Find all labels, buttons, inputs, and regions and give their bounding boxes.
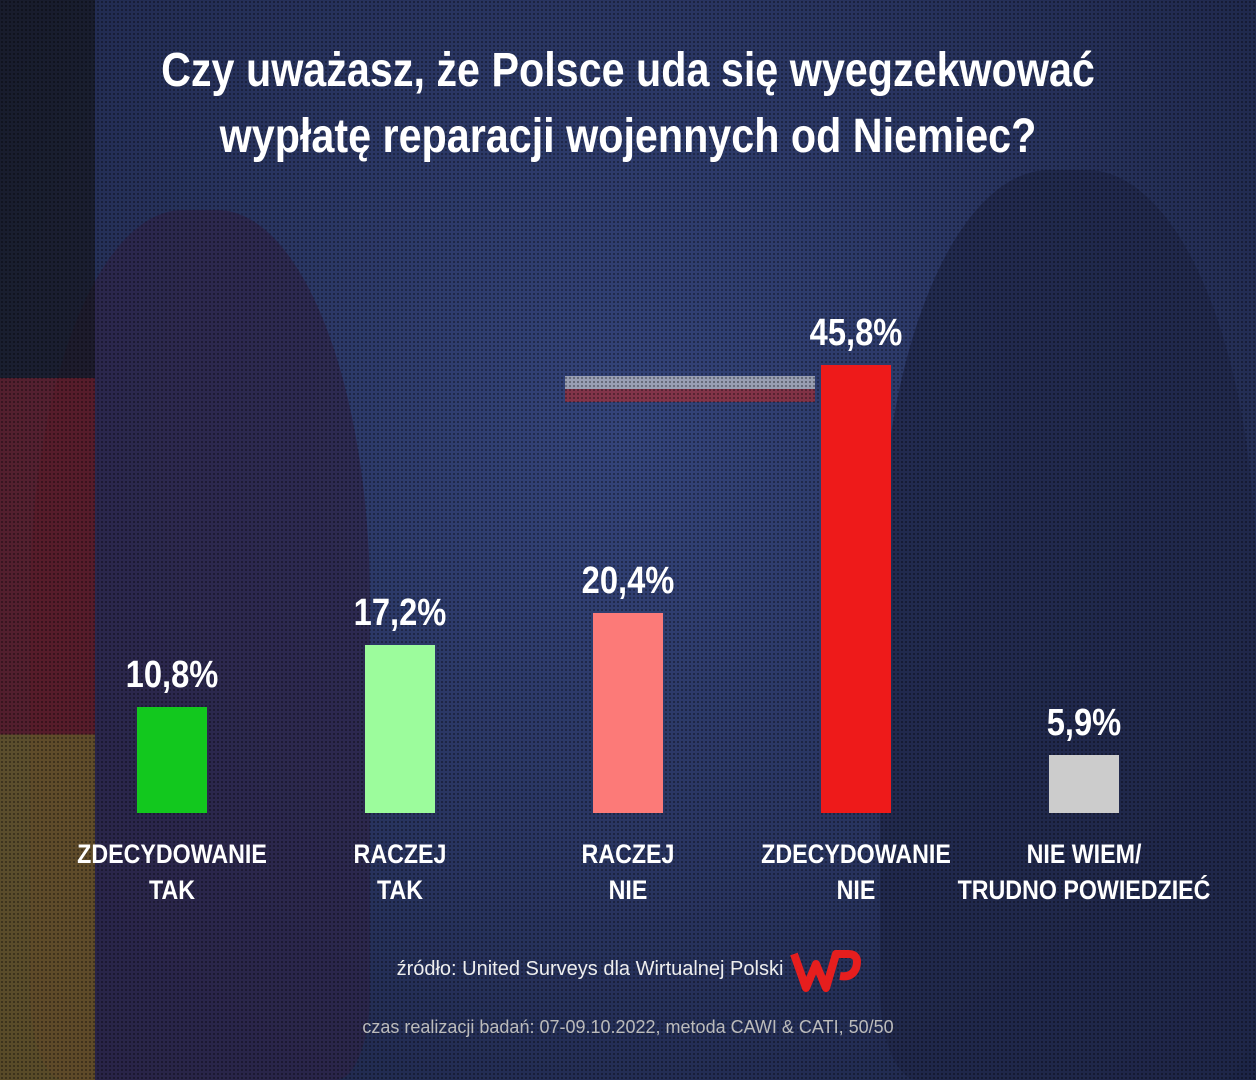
background-photo bbox=[880, 170, 1256, 1080]
category-label: ZDECYDOWANIE TAK bbox=[77, 839, 267, 905]
background-flag bbox=[0, 0, 95, 1080]
bar bbox=[365, 644, 435, 813]
background-stripe bbox=[565, 376, 815, 402]
bar bbox=[821, 365, 891, 813]
value-label: 20,4% bbox=[581, 560, 675, 603]
chart-title: Czy uważasz, że Polsce uda się wyegzekwo… bbox=[161, 44, 1095, 163]
category-label: ZDECYDOWANIE NIE bbox=[761, 839, 951, 905]
category-label: RACZEJ TAK bbox=[353, 839, 447, 905]
bar bbox=[137, 707, 207, 813]
bar bbox=[593, 613, 663, 813]
value-label: 5,9% bbox=[1046, 702, 1122, 745]
bar bbox=[1049, 755, 1119, 813]
category-label: RACZEJ NIE bbox=[581, 839, 675, 905]
category-label: NIE WIEM/ TRUDNO POWIEDZIEĆ bbox=[957, 839, 1211, 905]
footnote: czas realizacji badań: 07-09.10.2022, me… bbox=[362, 1017, 894, 1037]
value-label: 10,8% bbox=[125, 654, 219, 697]
source: źródło: United Surveys dla Wirtualnej Po… bbox=[396, 958, 784, 980]
value-label: 45,8% bbox=[809, 312, 903, 355]
value-label: 17,2% bbox=[353, 591, 447, 634]
logo bbox=[790, 950, 861, 992]
